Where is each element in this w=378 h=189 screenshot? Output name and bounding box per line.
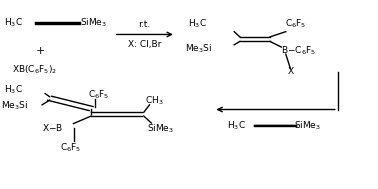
Text: X: X [288,67,294,76]
Text: SiMe$_3$: SiMe$_3$ [80,17,107,29]
Text: SiMe$_3$: SiMe$_3$ [294,119,322,132]
Text: Me$_3$Si: Me$_3$Si [185,42,212,55]
Text: X: Cl,Br: X: Cl,Br [128,40,161,49]
Text: C$_6$F$_5$: C$_6$F$_5$ [285,18,307,30]
Text: XB(C$_6$F$_5$)$_2$: XB(C$_6$F$_5$)$_2$ [12,64,57,76]
Text: r.t.: r.t. [138,20,151,29]
Text: H$_3$C: H$_3$C [227,119,246,132]
Text: +: + [36,46,45,56]
Text: B$-$C$_6$F$_5$: B$-$C$_6$F$_5$ [281,44,316,57]
Text: H$_3$C: H$_3$C [5,17,23,29]
Text: C$_6$F$_5$: C$_6$F$_5$ [60,142,82,154]
Text: H$_3$C: H$_3$C [188,18,207,30]
Text: H$_3$C: H$_3$C [5,84,23,96]
Text: CH$_3$: CH$_3$ [144,94,163,107]
Text: Me$_3$Si: Me$_3$Si [1,99,28,112]
Text: C$_6$F$_5$: C$_6$F$_5$ [88,89,110,101]
Text: SiMe$_3$: SiMe$_3$ [147,122,174,135]
Text: X$-$B: X$-$B [42,122,64,133]
